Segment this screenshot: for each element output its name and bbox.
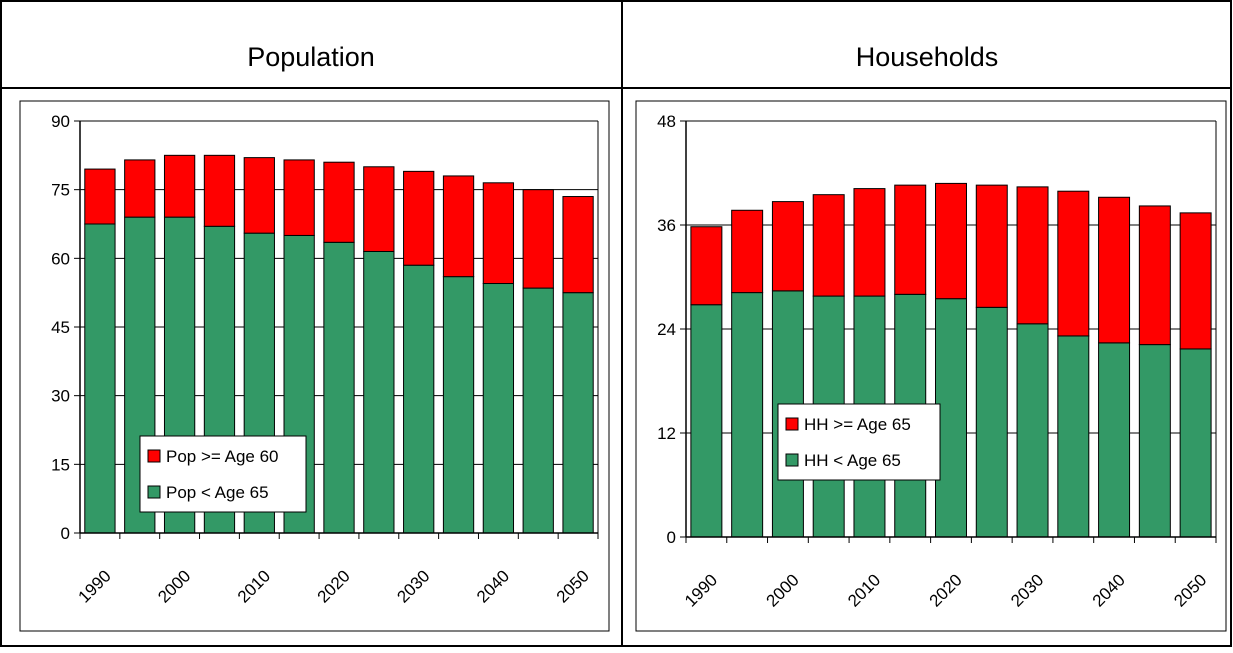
population-bar-upper <box>323 161 355 243</box>
population-bar-upper <box>562 196 594 294</box>
population-legend <box>139 435 307 513</box>
households-bar-lower <box>1179 348 1212 538</box>
households-bar-lower <box>690 304 723 538</box>
population-legend-label: Pop < Age 65 <box>166 483 269 502</box>
population-bar-upper <box>243 157 275 234</box>
households-bar-upper <box>975 184 1008 308</box>
households-x-tick-label: 2000 <box>763 570 803 610</box>
households-y-tick-label: 0 <box>667 528 676 547</box>
households-bar-upper <box>771 201 804 292</box>
population-bar-lower <box>482 283 515 534</box>
households-legend-swatch <box>785 453 799 467</box>
population-bar-lower <box>522 287 554 534</box>
population-bar-upper <box>363 166 395 252</box>
population-x-tick-label: 2010 <box>234 566 274 606</box>
population-x-tick-label: 2050 <box>553 566 593 606</box>
households-bar-upper <box>853 188 886 297</box>
households-panel-title: Households <box>856 42 999 72</box>
population-y-tick-label: 0 <box>61 524 70 543</box>
households-bar-upper <box>1138 205 1171 346</box>
population-x-tick-label: 1990 <box>75 566 115 606</box>
population-y-tick-label: 75 <box>51 181 70 200</box>
population-x-tick-label: 2000 <box>154 566 194 606</box>
households-bar-upper <box>935 182 967 300</box>
population-y-tick-label: 60 <box>51 249 70 268</box>
households-y-tick-label: 36 <box>657 216 676 235</box>
households-x-tick-label: 2010 <box>844 570 884 610</box>
population-bar-upper <box>442 175 475 278</box>
population-bar-upper <box>482 182 515 285</box>
households-legend <box>777 403 941 481</box>
households-bar-lower <box>1057 335 1090 538</box>
households-bar-upper <box>894 184 927 295</box>
population-bar-upper <box>124 159 156 218</box>
population-y-tick-label: 45 <box>51 318 70 337</box>
population-y-tick-label: 15 <box>51 455 70 474</box>
households-x-tick-label: 2050 <box>1170 570 1210 610</box>
population-bar-upper <box>403 170 435 266</box>
households-x-tick-label: 2020 <box>926 570 966 610</box>
households-legend-label: HH < Age 65 <box>804 451 901 470</box>
population-legend-swatch <box>147 449 161 463</box>
population-bar-lower <box>363 250 395 534</box>
households-bar-upper <box>812 194 845 297</box>
population-bar-lower <box>562 292 594 534</box>
population-x-tick-label: 2030 <box>393 566 433 606</box>
population-bar-upper <box>163 154 196 218</box>
population-panel-title: Population <box>247 42 375 72</box>
households-bar-upper <box>1098 196 1131 344</box>
population-bar-lower <box>323 241 355 534</box>
households-x-tick-label: 2030 <box>1007 570 1047 610</box>
households-y-tick-label: 12 <box>657 424 676 443</box>
population-y-tick-label: 30 <box>51 387 70 406</box>
households-bar-upper <box>1179 212 1212 350</box>
households-x-tick-label: 2040 <box>1089 570 1129 610</box>
households-bar-lower <box>731 292 764 538</box>
population-x-tick-label: 2020 <box>314 566 354 606</box>
households-y-tick-label: 48 <box>657 112 676 131</box>
households-bar-lower <box>1016 323 1049 538</box>
population-bar-lower <box>403 264 435 534</box>
households-chart: 0 12 24 36 48 1990 2000 2010 2020 2030 2040 2050 HH … <box>657 112 1217 611</box>
population-chart-frame <box>19 100 610 632</box>
households-bar-upper <box>690 226 723 306</box>
households-bar-lower <box>975 306 1008 538</box>
households-bar-upper <box>1057 190 1090 337</box>
population-x-tick-label: 2040 <box>473 566 513 606</box>
households-x-tick-label: 1990 <box>681 570 721 610</box>
population-bar-upper <box>203 154 236 227</box>
households-chart-frame <box>635 100 1227 632</box>
population-chart: 0 15 30 45 60 75 90 1990 2000 2010 2020 2030 2040 205… <box>51 112 599 607</box>
population-bar-upper <box>522 189 554 289</box>
households-legend-swatch <box>785 417 799 431</box>
households-bar-upper <box>731 209 764 294</box>
households-bar-lower <box>1098 342 1131 538</box>
households-bar-upper <box>1016 186 1049 325</box>
population-bar-upper <box>283 159 315 236</box>
population-bar-lower <box>84 223 116 534</box>
households-y-tick-label: 24 <box>657 320 676 339</box>
households-legend-label: HH >= Age 65 <box>804 415 911 434</box>
households-bar-lower <box>1138 344 1171 538</box>
population-y-tick-label: 90 <box>51 112 70 131</box>
population-bar-lower <box>442 276 475 534</box>
population-legend-swatch <box>147 485 161 499</box>
population-bar-upper <box>84 168 116 225</box>
population-legend-label: Pop >= Age 60 <box>166 447 279 466</box>
